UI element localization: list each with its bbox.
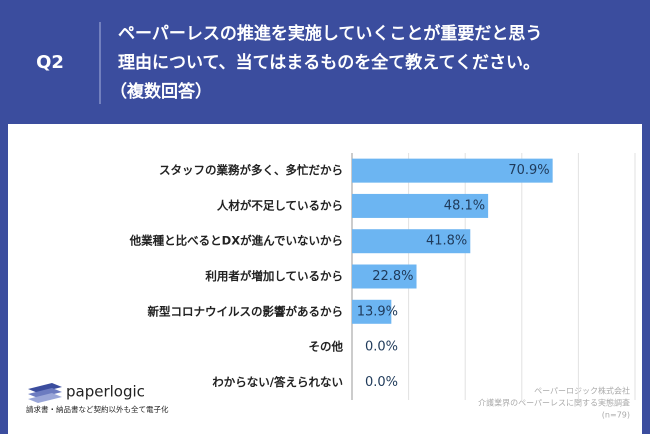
category-label: わからない/答えられない — [212, 375, 343, 389]
value-label: 22.8% — [372, 269, 413, 284]
bar — [352, 193, 489, 218]
category-label: スタッフの業務が多く、多忙だから — [159, 163, 343, 177]
value-label: 0.0% — [365, 340, 398, 355]
value-label: 0.0% — [365, 375, 398, 390]
source: ペーパーロジック株式会社 — [534, 386, 630, 396]
bar — [352, 229, 471, 254]
category-label: 利用者が増加しているから — [204, 269, 343, 283]
question-line: ペーパーレスの推進を実施していくことが重要だと思う — [118, 23, 542, 44]
category-label: 他業種と比べるとDXが進んでいないから — [129, 234, 343, 248]
source: (n=79) — [602, 411, 630, 420]
category-label: 新型コロナウイルスの影響があるから — [148, 304, 344, 318]
category-label: 人材が不足しているから — [217, 198, 343, 212]
logo-icon — [28, 383, 62, 403]
logo-tagline: 請求書・納品書など契約以外も全て電子化 — [26, 404, 169, 414]
question-line: （複数回答） — [110, 81, 212, 102]
value-label: 48.1% — [444, 198, 485, 213]
value-label: 70.9% — [508, 163, 549, 178]
question-line: 理由について、当てはまるものを全て教えてください。 — [118, 52, 540, 73]
source: 介護業界のペーパーレスに関する実態調査 — [478, 398, 630, 408]
value-label: 41.8% — [426, 234, 467, 249]
bar — [352, 264, 417, 289]
value-label: 13.9% — [357, 304, 398, 319]
bar — [352, 299, 392, 324]
category-label: その他 — [309, 340, 344, 354]
logo-name: paperlogic — [66, 383, 145, 401]
bar — [352, 158, 553, 183]
question-label: Q2 — [36, 52, 64, 73]
